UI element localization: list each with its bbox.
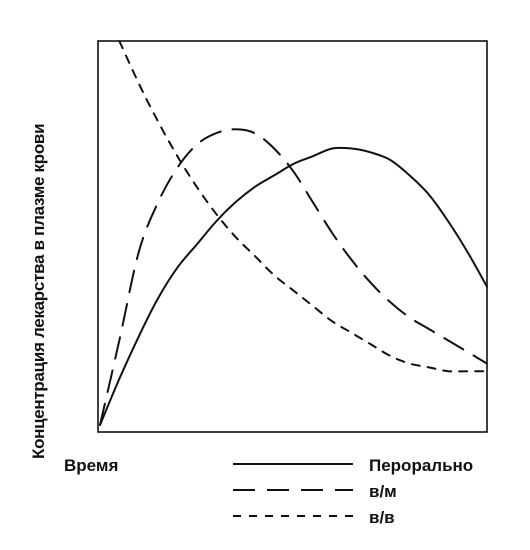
- x-axis-label: Время: [64, 456, 118, 475]
- plot-frame: [97, 40, 488, 433]
- legend: Перорально в/м в/в: [233, 456, 473, 527]
- legend-item-oral: Перорально: [233, 456, 473, 475]
- legend-label-iv: в/в: [369, 508, 395, 527]
- series-layer: [99, 40, 488, 426]
- legend-label-im: в/м: [369, 482, 397, 501]
- legend-label-oral: Перорально: [369, 456, 473, 475]
- series-line-oral: [99, 146, 488, 426]
- y-axis-label: Концентрация лекарства в плазме крови: [29, 124, 48, 459]
- legend-item-iv: в/в: [233, 508, 395, 527]
- series-line-im: [99, 128, 488, 426]
- series-line-iv: [118, 40, 488, 373]
- legend-item-im: в/м: [233, 482, 397, 501]
